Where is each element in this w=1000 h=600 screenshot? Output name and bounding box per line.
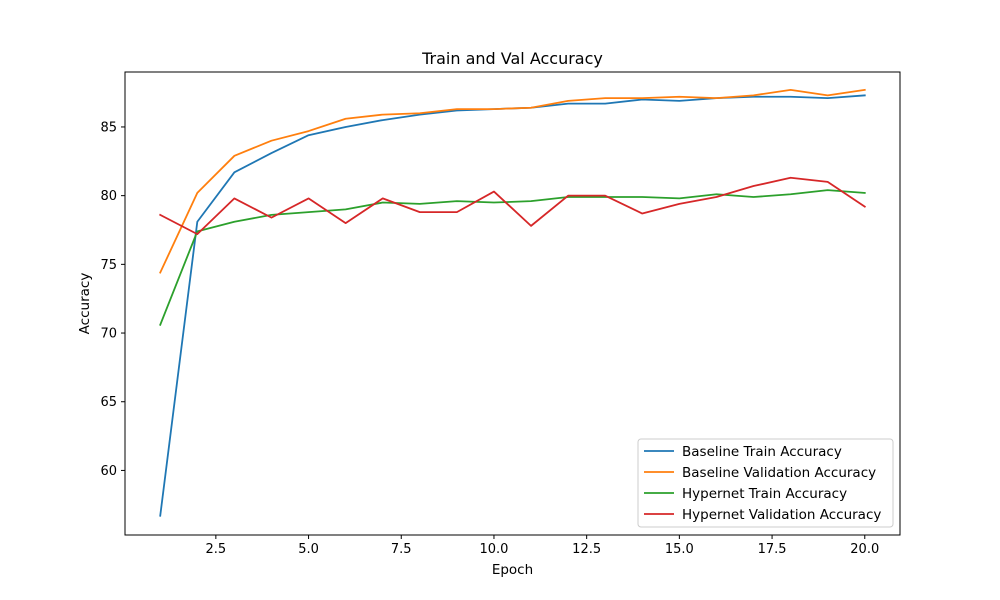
x-tick-label: 2.5 xyxy=(206,542,227,557)
x-axis-label: Epoch xyxy=(492,562,533,578)
y-tick-label: 75 xyxy=(100,258,117,273)
y-axis-label: Accuracy xyxy=(77,273,93,335)
y-tick-label: 70 xyxy=(100,327,117,342)
y-axis: 60 65 70 75 80 85 xyxy=(100,120,125,479)
legend-box xyxy=(637,438,894,528)
x-axis: 2.5 5.0 7.5 10.0 12.5 15.0 17.5 20.0 xyxy=(206,535,879,557)
series-lines xyxy=(159,88,867,517)
y-tick-label: 60 xyxy=(100,464,117,479)
legend-label-2: Baseline Validation Accuracy xyxy=(682,465,876,481)
legend-label-4: Hypernet Validation Accuracy xyxy=(682,507,881,523)
legend-label-3: Hypernet Train Accuracy xyxy=(682,486,847,502)
legend: Baseline Train Accuracy Baseline Validati… xyxy=(637,438,894,528)
plot-frame xyxy=(124,71,901,536)
x-tick-label: 5.0 xyxy=(298,542,319,557)
x-tick-label: 7.5 xyxy=(391,542,412,557)
y-tick-label: 80 xyxy=(100,189,117,204)
x-tick-label: 10.0 xyxy=(479,542,508,557)
series-line-4 xyxy=(159,176,867,236)
x-tick-label: 15.0 xyxy=(665,542,694,557)
y-tick-label: 65 xyxy=(100,395,117,410)
x-tick-label: 20.0 xyxy=(850,542,879,557)
legend-label-1: Baseline Train Accuracy xyxy=(682,444,842,460)
x-tick-label: 12.5 xyxy=(572,542,601,557)
y-tick-label: 85 xyxy=(100,120,117,135)
series-line-2 xyxy=(159,88,866,274)
x-tick-label: 17.5 xyxy=(758,542,787,557)
chart-title: Train and Val Accuracy xyxy=(421,49,603,68)
